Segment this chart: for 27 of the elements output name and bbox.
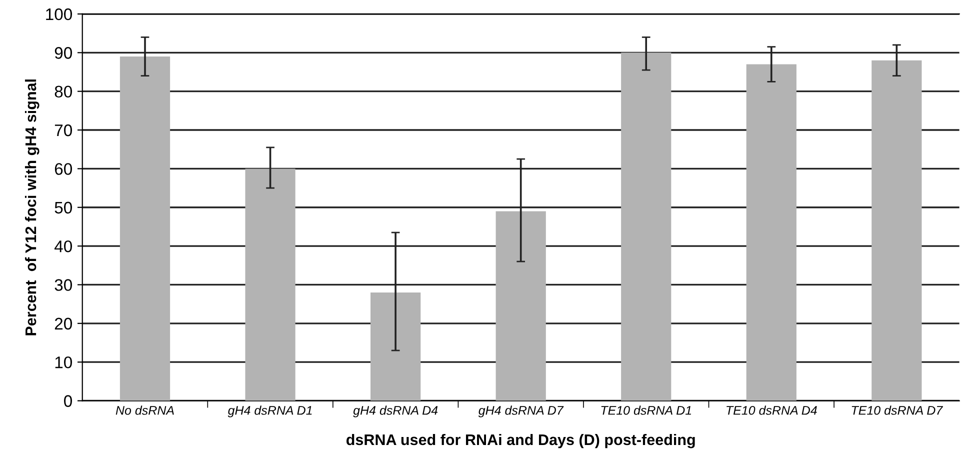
y-tick-label: 20 xyxy=(54,318,72,330)
bar xyxy=(746,64,796,401)
bar xyxy=(120,56,170,401)
y-tick-label: 100 xyxy=(46,8,72,20)
x-tick-label: TE10 dsRNA D7 xyxy=(852,406,944,415)
bar xyxy=(370,292,421,401)
y-tick-label: 80 xyxy=(54,86,72,98)
y-tick-label: 90 xyxy=(54,47,72,59)
bar xyxy=(245,168,296,401)
x-tick-label: gH4 dsRNA D1 xyxy=(228,406,312,418)
y-tick-label: 50 xyxy=(54,202,72,214)
y-tick-label: 40 xyxy=(54,240,72,252)
bar xyxy=(872,60,922,401)
x-tick-label: gH4 dsRNA D7 xyxy=(478,406,564,418)
bar xyxy=(496,211,546,401)
y-tick-label: 30 xyxy=(54,279,72,291)
x-tick-label: TE10 dsRNA D4 xyxy=(726,406,817,415)
x-tick-label: gH4 dsRNA D4 xyxy=(353,406,438,418)
y-tick-label: 70 xyxy=(54,124,72,136)
x-tick-label: No dsRNA xyxy=(116,406,174,415)
y-axis-title: Percent of Y12 foci with gH4 signal xyxy=(24,80,40,336)
bar xyxy=(621,52,672,401)
y-tick-label: 60 xyxy=(54,163,72,175)
x-tick-label: TE10 dsRNA D1 xyxy=(601,406,692,415)
y-tick-label: 10 xyxy=(55,356,72,368)
y-tick-label: 0 xyxy=(64,395,72,407)
x-axis-title: dsRNA used for RNAi and Days (D) post-feeding xyxy=(346,434,695,448)
